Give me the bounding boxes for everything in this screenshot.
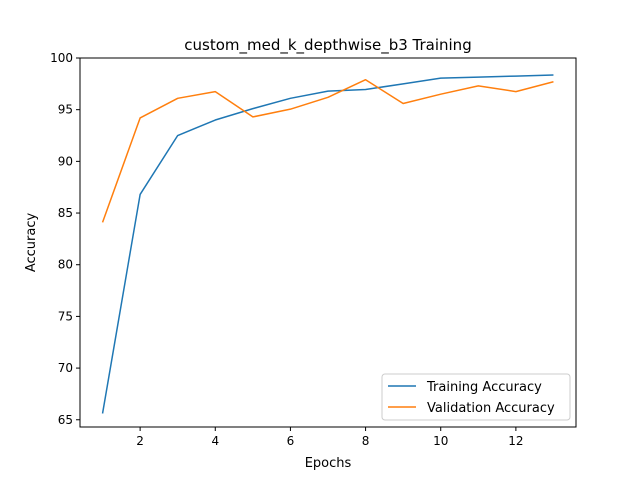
y-tick-label: 100 <box>50 51 73 65</box>
x-tick-label: 6 <box>287 434 295 448</box>
legend-label-training: Training Accuracy <box>426 380 542 395</box>
series-line-1 <box>101 78 554 223</box>
y-tick-label: 70 <box>58 361 73 375</box>
legend-box <box>381 373 571 421</box>
y-axis-ticks: 65 70 75 80 85 90 95 100 <box>50 51 80 427</box>
series-line-0 <box>101 74 554 414</box>
y-tick-label: 75 <box>58 309 73 323</box>
legend-label-validation: Validation Accuracy <box>427 401 555 416</box>
y-tick-label: 90 <box>58 154 73 168</box>
y-tick-label: 65 <box>58 413 73 427</box>
x-tick-label: 12 <box>508 434 523 448</box>
x-tick-label: 2 <box>136 434 144 448</box>
legend: Training Accuracy Validation Accuracy <box>381 373 571 421</box>
y-tick-label: 95 <box>58 103 73 117</box>
plot-frame <box>79 57 577 428</box>
x-axis-label: Epochs <box>305 456 352 471</box>
y-tick-label: 85 <box>58 206 73 220</box>
x-tick-label: 10 <box>433 434 448 448</box>
chart-title: custom_med_k_depthwise_b3 Training <box>184 36 471 55</box>
x-axis-ticks: 2 4 6 8 10 12 <box>136 427 524 448</box>
x-tick-label: 8 <box>362 434 370 448</box>
y-axis-label: Accuracy <box>24 213 39 273</box>
series-lines <box>101 74 554 414</box>
y-tick-label: 80 <box>58 258 73 272</box>
x-tick-label: 4 <box>211 434 219 448</box>
